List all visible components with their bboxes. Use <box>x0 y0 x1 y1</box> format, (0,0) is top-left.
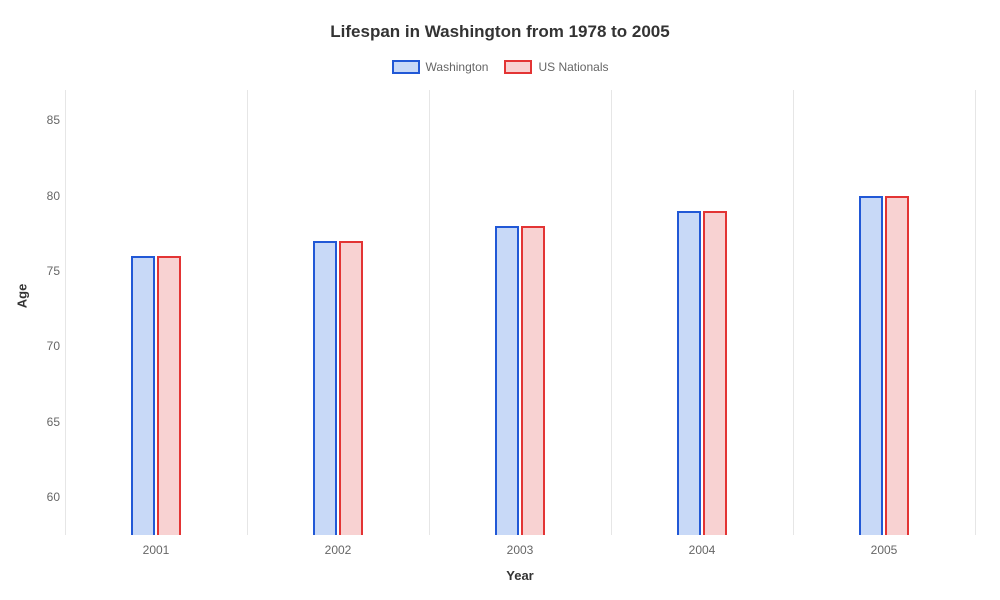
x-tick: 2004 <box>689 543 716 557</box>
y-tick: 75 <box>30 264 60 278</box>
bar-us-nationals <box>885 196 909 535</box>
chart-title: Lifespan in Washington from 1978 to 2005 <box>0 22 1000 42</box>
y-tick: 70 <box>30 339 60 353</box>
legend-label-us-nationals: US Nationals <box>538 60 608 74</box>
x-tick: 2001 <box>143 543 170 557</box>
y-tick: 85 <box>30 113 60 127</box>
bar-us-nationals <box>521 226 545 535</box>
y-axis-label: Age <box>15 283 30 308</box>
gridline <box>247 90 248 535</box>
legend-label-washington: Washington <box>426 60 489 74</box>
bar-washington <box>313 241 337 535</box>
x-axis-label: Year <box>506 568 533 583</box>
x-tick: 2003 <box>507 543 534 557</box>
legend-swatch-us-nationals <box>504 60 532 74</box>
bar-washington <box>131 256 155 535</box>
gridline <box>429 90 430 535</box>
bar-washington <box>677 211 701 535</box>
bar-washington <box>495 226 519 535</box>
legend-item-us-nationals: US Nationals <box>504 60 608 74</box>
x-tick: 2005 <box>871 543 898 557</box>
bar-us-nationals <box>339 241 363 535</box>
x-tick: 2002 <box>325 543 352 557</box>
gridline <box>65 90 66 535</box>
chart-legend: Washington US Nationals <box>0 60 1000 74</box>
lifespan-chart: Lifespan in Washington from 1978 to 2005… <box>0 0 1000 600</box>
gridline <box>793 90 794 535</box>
y-tick: 65 <box>30 415 60 429</box>
bar-us-nationals <box>157 256 181 535</box>
legend-swatch-washington <box>392 60 420 74</box>
plot-area: Year 60657075808520012002200320042005 <box>65 90 975 535</box>
bar-us-nationals <box>703 211 727 535</box>
legend-item-washington: Washington <box>392 60 489 74</box>
bar-washington <box>859 196 883 535</box>
gridline <box>611 90 612 535</box>
y-tick: 60 <box>30 490 60 504</box>
y-tick: 80 <box>30 189 60 203</box>
gridline <box>975 90 976 535</box>
